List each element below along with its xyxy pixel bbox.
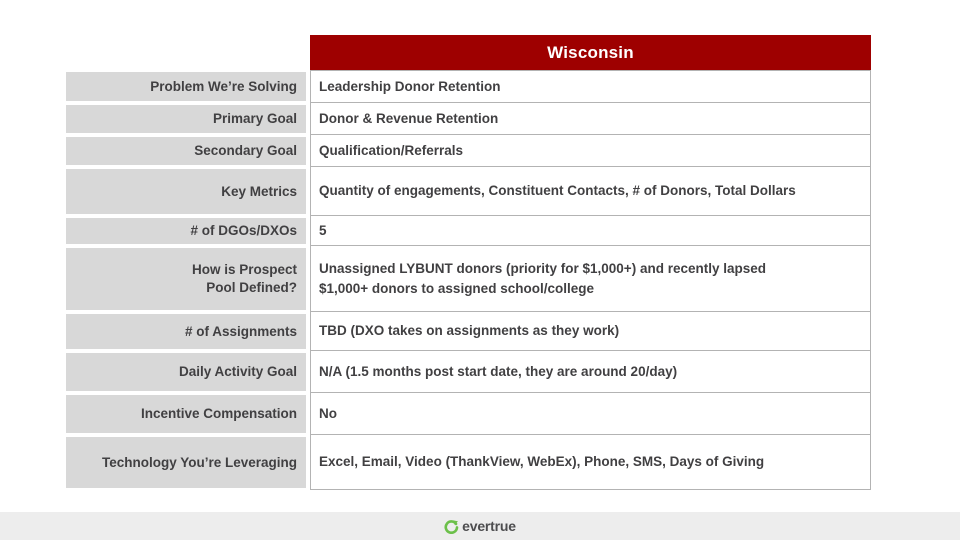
column-gap — [306, 393, 310, 435]
row-label: How is Prospect Pool Defined? — [66, 246, 306, 312]
donor-program-table: Wisconsin Problem We’re Solving Leadersh… — [66, 35, 871, 490]
row-value: Donor & Revenue Retention — [310, 103, 871, 135]
circular-arrow-e-icon — [444, 519, 459, 534]
row-label: Daily Activity Goal — [66, 351, 306, 393]
table-row: Daily Activity Goal N/A (1.5 months post… — [66, 351, 871, 393]
row-label: Key Metrics — [66, 167, 306, 216]
table-header-title: Wisconsin — [547, 42, 634, 62]
table-row: Secondary Goal Qualification/Referrals — [66, 135, 871, 167]
row-value: N/A (1.5 months post start date, they ar… — [310, 351, 871, 393]
row-value: Excel, Email, Video (ThankView, WebEx), … — [310, 435, 871, 490]
row-label: # of Assignments — [66, 312, 306, 351]
column-gap — [306, 70, 310, 103]
column-gap — [306, 135, 310, 167]
column-gap — [306, 351, 310, 393]
row-value: No — [310, 393, 871, 435]
row-value: Unassigned LYBUNT donors (priority for $… — [310, 246, 871, 312]
table-row: Problem We’re Solving Leadership Donor R… — [66, 70, 871, 103]
table-row: # of DGOs/DXOs 5 — [66, 216, 871, 246]
evertrue-logo: evertrue — [444, 518, 516, 534]
column-gap — [306, 216, 310, 246]
footer-bar: evertrue — [0, 512, 960, 540]
table-row: How is Prospect Pool Defined? Unassigned… — [66, 246, 871, 312]
row-label: Secondary Goal — [66, 135, 306, 167]
column-gap — [306, 312, 310, 351]
table-row: Technology You’re Leveraging Excel, Emai… — [66, 435, 871, 490]
column-gap — [306, 167, 310, 216]
row-value: TBD (DXO takes on assignments as they wo… — [310, 312, 871, 351]
row-value: Qualification/Referrals — [310, 135, 871, 167]
row-label: Primary Goal — [66, 103, 306, 135]
table-row: Incentive Compensation No — [66, 393, 871, 435]
row-value: 5 — [310, 216, 871, 246]
column-gap — [306, 103, 310, 135]
table-header: Wisconsin — [310, 35, 871, 70]
row-label: Technology You’re Leveraging — [66, 435, 306, 490]
table-rows: Problem We’re Solving Leadership Donor R… — [66, 70, 871, 490]
row-value: Quantity of engagements, Constituent Con… — [310, 167, 871, 216]
column-gap — [306, 435, 310, 490]
table-row: Key Metrics Quantity of engagements, Con… — [66, 167, 871, 216]
row-value: Leadership Donor Retention — [310, 70, 871, 103]
row-label: # of DGOs/DXOs — [66, 216, 306, 246]
row-label: Problem We’re Solving — [66, 70, 306, 103]
evertrue-logo-text: evertrue — [462, 518, 516, 534]
column-gap — [306, 246, 310, 312]
table-row: # of Assignments TBD (DXO takes on assig… — [66, 312, 871, 351]
table-row: Primary Goal Donor & Revenue Retention — [66, 103, 871, 135]
row-label: Incentive Compensation — [66, 393, 306, 435]
